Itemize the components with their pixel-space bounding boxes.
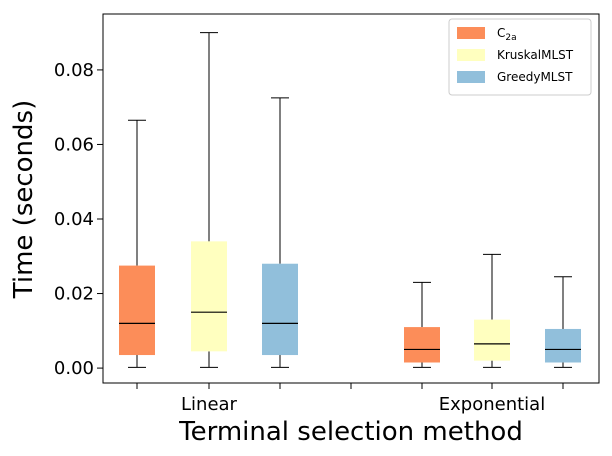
legend-label-subscript: 2a [505, 33, 516, 43]
iqr-box [191, 241, 227, 352]
iqr-box [404, 327, 440, 363]
x-axis-title: Terminal selection method [178, 417, 523, 447]
legend-label: C2a [497, 26, 517, 43]
legend-label: KruskalMLST [497, 48, 574, 62]
box-kruskalmlst-linear [191, 32, 227, 368]
x-axis: Linear Exponential [136, 383, 564, 415]
box-c2a-linear [119, 119, 155, 368]
legend-swatch [457, 27, 485, 39]
plot-frame [102, 13, 600, 384]
y-tick-label: 0.02 [54, 284, 94, 305]
y-tick-label: 0.08 [54, 60, 94, 81]
box-kruskalmlst-exponential [474, 253, 510, 368]
legend-label-main: C [497, 26, 505, 40]
iqr-box [474, 319, 510, 361]
legend-label: GreedyMLST [497, 70, 573, 84]
plot-area [119, 32, 581, 368]
legend-label-main: KruskalMLST [497, 48, 574, 62]
legend-swatch [457, 49, 485, 61]
x-group-label: Linear [181, 394, 238, 415]
box-greedymlst-exponential [545, 276, 581, 368]
legend-swatch [457, 71, 485, 83]
y-tick-label: 0.00 [54, 358, 94, 379]
y-axis-title: Time (seconds) [9, 100, 39, 299]
legend-label-main: GreedyMLST [497, 70, 573, 84]
x-group-label: Exponential [439, 394, 545, 415]
iqr-box [545, 328, 581, 363]
iqr-box [262, 263, 298, 356]
legend: C2a KruskalMLST GreedyMLST [448, 18, 592, 96]
iqr-box [119, 265, 155, 356]
box-greedymlst-linear [262, 97, 298, 368]
y-tick-label: 0.04 [54, 209, 94, 230]
y-tick-label: 0.06 [54, 134, 94, 155]
box-c2a-exponential [404, 281, 440, 368]
y-axis: 0.00 0.02 0.04 0.06 0.08 [54, 60, 103, 379]
